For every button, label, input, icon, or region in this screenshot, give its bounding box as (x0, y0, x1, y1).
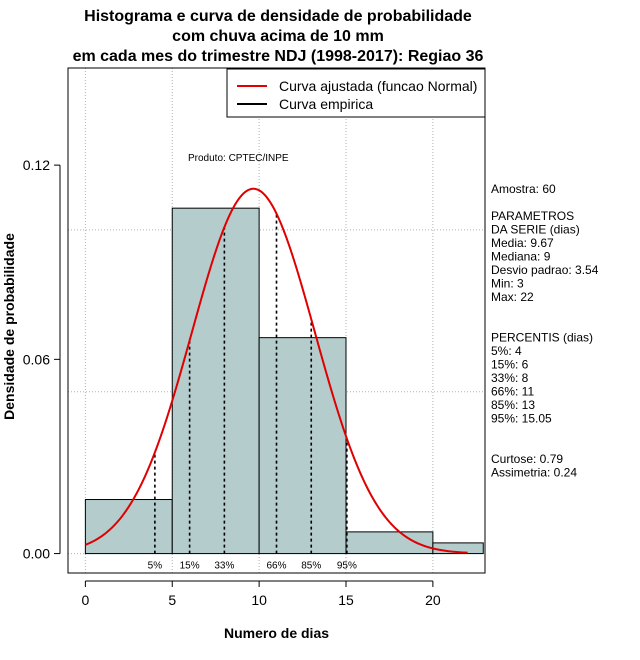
percentile-label: 5% (148, 561, 163, 572)
product-annotation: Produto: CPTEC/INPE (188, 153, 289, 164)
legend: Curva ajustada (funcao Normal) Curva empi… (226, 68, 486, 118)
x-tick-label: 5 (168, 592, 176, 608)
y-tick-label: 0.12 (23, 157, 50, 173)
stat-line: Mediana: 9 (491, 250, 551, 264)
stat-line: Desvio padrao: 3.54 (491, 263, 599, 277)
stat-line: 15%: 6 (491, 358, 529, 372)
stat-line: Media: 9.67 (491, 236, 554, 250)
stat-line: DA SERIE (dias) (491, 223, 580, 237)
axes: 0 5 10 15 20 0.00 0.06 0.12 (23, 157, 441, 608)
normal-curve (85, 187, 468, 554)
y-axis-label: Densidade de probabilidade (1, 233, 17, 420)
stat-line: 95%: 15.05 (491, 412, 552, 426)
percentile-label: 15% (180, 561, 200, 572)
percentile-label: 85% (301, 561, 321, 572)
percentile-label: 33% (214, 561, 234, 572)
histogram-bar (345, 531, 434, 555)
stat-line: Amostra: 60 (491, 182, 556, 196)
legend-box (226, 68, 486, 118)
title-line: com chuva acima de 10 mm (172, 28, 384, 45)
percentile-label: 95% (337, 561, 357, 572)
percentile-label: 66% (266, 561, 286, 572)
y-tick-label: 0.00 (23, 546, 50, 562)
stat-line: Assimetria: 0.24 (491, 466, 577, 480)
histogram-bar (84, 499, 173, 555)
stat-line: Max: 22 (491, 290, 534, 304)
stat-line: 33%: 8 (491, 371, 529, 385)
normal-curve-line (85, 187, 468, 554)
x-tick-label: 0 (81, 592, 89, 608)
title-line: Histograma e curva de densidade de proba… (84, 8, 472, 25)
x-tick-label: 10 (251, 592, 267, 608)
stat-line: 66%: 11 (491, 385, 534, 399)
legend-label: Curva empirica (279, 96, 373, 112)
percentile-lines: 5% 15% 33% 66% 85% 95% (148, 213, 357, 572)
histogram-bars (84, 207, 484, 555)
legend-label: Curva ajustada (funcao Normal) (279, 78, 477, 94)
plot-frame (67, 67, 486, 574)
stat-line: PERCENTIS (dias) (491, 331, 593, 345)
stat-line: Min: 3 (491, 277, 524, 291)
x-tick-label: 20 (425, 592, 441, 608)
x-tick-label: 15 (338, 592, 354, 608)
stat-line: Curtose: 0.79 (491, 452, 563, 466)
x-axis-label: Numero de dias (224, 625, 329, 641)
stat-line: 85%: 13 (491, 398, 535, 412)
y-tick-label: 0.06 (23, 351, 50, 367)
stat-line: 5%: 4 (491, 344, 522, 358)
histogram-bar (258, 337, 347, 555)
histogram-bar (171, 207, 260, 555)
chart-title: Histograma e curva de densidade de proba… (73, 8, 484, 65)
stat-line: PARAMETROS (491, 209, 574, 223)
title-line: em cada mes do trimestre NDJ (1998-2017)… (73, 48, 484, 65)
